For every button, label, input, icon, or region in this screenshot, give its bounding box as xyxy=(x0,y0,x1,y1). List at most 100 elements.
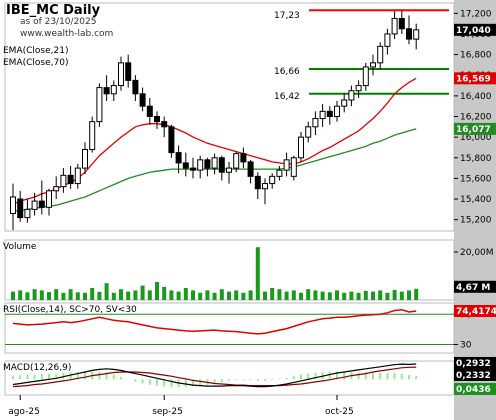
candle-up xyxy=(233,153,240,169)
candle-up xyxy=(110,85,117,95)
candle-up xyxy=(377,45,384,64)
volume-bar xyxy=(399,291,404,300)
volume-bar xyxy=(75,292,80,300)
candle-down xyxy=(38,200,45,208)
candle-up xyxy=(305,126,312,138)
volume-bar xyxy=(104,283,109,300)
chart-source: www.wealth-lab.com xyxy=(20,29,114,39)
macd-signal-line xyxy=(12,366,417,388)
last-volume-tag xyxy=(454,280,496,293)
candle-up xyxy=(290,157,297,177)
candle-up xyxy=(319,110,326,120)
volume-bar xyxy=(183,288,188,300)
volume-bar xyxy=(299,292,303,300)
volume-bar xyxy=(284,291,289,300)
volume-bar xyxy=(241,292,246,300)
candle-down xyxy=(247,161,254,177)
volume-bar xyxy=(378,290,383,300)
candle-down xyxy=(168,126,175,154)
price-tick-label: 15,400 xyxy=(460,195,492,205)
volume-bar xyxy=(255,247,260,300)
macd-pane-label: MACD(12,26,9) xyxy=(3,363,72,373)
rsi-tick-label: 30 xyxy=(460,340,472,350)
volume-bar xyxy=(176,291,181,300)
ema21-line xyxy=(12,77,417,205)
volume-tick-label: 20,00M xyxy=(460,248,494,258)
candle-down xyxy=(204,159,211,169)
rsi-last-tag xyxy=(454,304,496,317)
candle-up xyxy=(53,186,60,192)
volume-bar xyxy=(219,289,224,300)
volume-bar xyxy=(356,292,361,300)
support-label-lower: 16,42 xyxy=(274,92,300,102)
volume-bar xyxy=(162,286,167,300)
macd-hist-value-tag xyxy=(454,382,496,395)
volume-bar xyxy=(198,292,203,300)
candle-up xyxy=(348,90,355,101)
candle-down xyxy=(406,28,412,40)
candle-up xyxy=(211,157,218,169)
ema21-end-tag xyxy=(454,72,496,85)
last-volume-tag-label: 4,67 M xyxy=(456,283,490,293)
candle-up xyxy=(341,99,348,107)
volume-bar xyxy=(119,289,123,300)
candle-down xyxy=(139,93,146,107)
volume-bar xyxy=(169,290,174,300)
volume-bar xyxy=(371,291,375,300)
price-axis-background xyxy=(454,0,496,420)
candle-up xyxy=(96,87,103,123)
candle-up xyxy=(46,190,52,208)
volume-bar xyxy=(277,289,282,300)
volume-pane-label: Volume xyxy=(3,242,37,252)
candle-down xyxy=(240,153,247,163)
volume-bar xyxy=(11,291,15,300)
ema21-legend: EMA(Close,21) xyxy=(3,46,69,56)
candle-down xyxy=(103,87,110,95)
candle-down xyxy=(125,62,132,81)
volume-bar xyxy=(18,290,23,300)
volume-bar xyxy=(363,290,368,300)
candle-down xyxy=(398,17,405,30)
candle-up xyxy=(391,17,398,35)
rsi-pane-label: RSI(Close,14), SC>70, SV<30 xyxy=(3,305,137,315)
candle-up xyxy=(31,200,38,210)
date-tick-label: sep-25 xyxy=(152,407,183,417)
volume-bar xyxy=(320,291,325,300)
last-close-tag-label: 17,040 xyxy=(456,26,491,36)
candle-down xyxy=(161,121,168,128)
candle-up xyxy=(226,167,232,173)
volume-bar xyxy=(97,291,102,300)
candle-up xyxy=(82,149,88,169)
price-tick-label: 16,400 xyxy=(460,92,492,102)
candle-up xyxy=(334,105,340,117)
volume-bar xyxy=(234,290,239,300)
chart-title: IBE_MC Daily xyxy=(6,3,101,18)
price-tick-label: 15,200 xyxy=(460,216,492,226)
volume-bar xyxy=(191,290,195,300)
candle-up xyxy=(118,62,124,87)
macd-top-tag-label: 0,2932 xyxy=(456,359,491,369)
volume-bar xyxy=(32,289,37,300)
candle-up xyxy=(89,121,96,151)
volume-bar xyxy=(291,290,296,300)
price-tick-label: 15,600 xyxy=(460,174,492,184)
volume-bar xyxy=(90,288,95,300)
volume-bar xyxy=(111,292,116,300)
volume-bar xyxy=(54,289,59,300)
candle-down xyxy=(146,105,153,117)
volume-bar xyxy=(227,291,231,300)
volume-bar xyxy=(133,290,138,300)
candle-down xyxy=(254,175,261,190)
candle-up xyxy=(362,66,369,87)
chart-date: as of 23/10/2025 xyxy=(20,17,97,27)
volume-bar xyxy=(342,292,347,300)
resistance-label: 17,23 xyxy=(274,11,300,21)
volume-bar xyxy=(349,291,354,300)
candle-down xyxy=(67,174,74,185)
last-close-tag xyxy=(454,23,496,36)
candle-down xyxy=(190,167,196,171)
candle-up xyxy=(197,159,204,171)
volume-bar xyxy=(205,290,210,300)
candle-up xyxy=(413,29,420,40)
